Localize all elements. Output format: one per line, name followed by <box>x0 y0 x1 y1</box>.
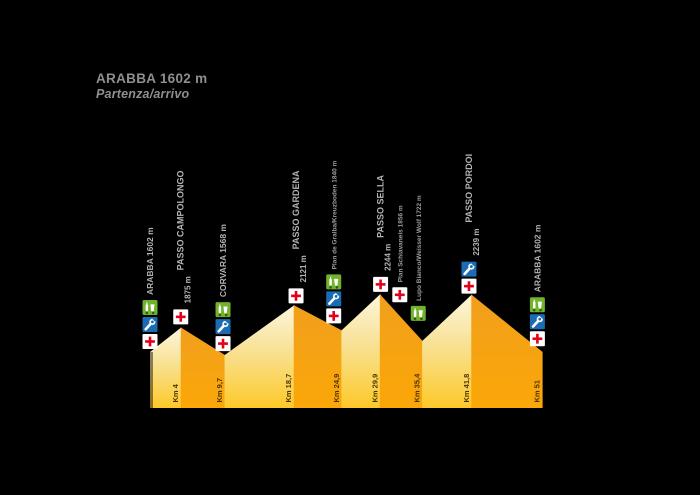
profile-segment-climb <box>150 327 182 408</box>
profile-segment-climb <box>224 305 295 408</box>
km-marker: Km 4 <box>171 383 180 402</box>
profile-start-edge-shadow <box>150 352 153 408</box>
station: 2121 m PASSO GARDENA <box>288 170 308 304</box>
station-label: ARABBA 1602 m <box>145 227 155 295</box>
station-altitude-label: 1875 m <box>184 276 193 303</box>
medical-assistance-icon <box>288 288 304 304</box>
title-block: ARABBA 1602 m Partenza/arrivo <box>96 71 207 101</box>
profile-segment-climb <box>422 294 472 408</box>
station: ARABBA 1602 m <box>529 224 545 347</box>
station-label: PASSO SELLA <box>376 175 386 238</box>
km-marker: Km 35,4 <box>413 373 422 403</box>
km-marker: Km 24,9 <box>332 374 341 403</box>
refreshment-station-icon <box>410 305 426 321</box>
station-label: PASSO CAMPOLONGO <box>176 171 186 271</box>
medical-assistance-icon <box>142 334 158 349</box>
station-label: Plan Schiavaneis 1856 m <box>397 205 404 282</box>
medical-assistance-icon <box>529 331 545 347</box>
medical-assistance-icon <box>373 276 389 292</box>
km-marker: Km 18,7 <box>284 374 293 403</box>
station: 1875 m PASSO CAMPOLONGO <box>173 171 193 325</box>
station-label: ARABBA 1602 m <box>533 224 543 292</box>
station-label: PASSO GARDENA <box>291 170 301 249</box>
mechanic-assistance-icon <box>326 291 342 307</box>
refreshment-station-icon <box>142 300 158 315</box>
medical-assistance-icon <box>173 309 189 325</box>
km-marker: Km 29,9 <box>370 374 379 403</box>
station: ARABBA 1602 m <box>142 227 158 349</box>
profile-title: ARABBA 1602 m <box>96 71 208 86</box>
medical-assistance-icon <box>326 308 342 324</box>
medical-assistance-icon <box>392 287 408 303</box>
medical-assistance-icon <box>215 336 231 352</box>
station: Plan de Gralba/Kreuzboden 1840 m <box>326 160 342 324</box>
profile-segment-descent <box>379 294 423 408</box>
station: CORVARA 1568 m <box>215 224 231 352</box>
profile-subtitle: Partenza/arrivo <box>96 86 190 101</box>
profile-segment-descent <box>180 327 226 408</box>
station-altitude-label: 2239 m <box>472 229 481 256</box>
station: Lupo Bianco/Weisser Wolf 1722 m <box>410 195 426 321</box>
km-marker: Km 9,7 <box>215 378 224 403</box>
profile-segment-climb <box>341 294 381 408</box>
station-label: CORVARA 1568 m <box>218 224 228 298</box>
station-altitude-label: 2244 m <box>384 244 393 271</box>
station-altitude-label: 2121 m <box>299 255 308 282</box>
refreshment-station-icon <box>529 297 545 313</box>
refreshment-station-icon <box>326 274 342 290</box>
station: Plan Schiavaneis 1856 m <box>392 205 408 303</box>
mechanic-assistance-icon <box>529 314 545 330</box>
station-label: Plan de Gralba/Kreuzboden 1840 m <box>331 160 338 269</box>
mechanic-assistance-icon <box>215 319 231 335</box>
km-marker: Km 41,8 <box>462 374 471 403</box>
refreshment-station-icon <box>215 302 231 318</box>
mechanic-assistance-icon <box>142 317 158 332</box>
profile-segment-descent <box>471 294 543 408</box>
km-marker: Km 51 <box>533 380 542 403</box>
station: 2239 m PASSO PORDOI <box>461 154 481 294</box>
mechanic-assistance-icon <box>461 261 477 277</box>
station: 2244 m PASSO SELLA <box>373 175 393 292</box>
medical-assistance-icon <box>461 278 477 294</box>
profile-segment-descent <box>293 305 342 408</box>
station-label: Lupo Bianco/Weisser Wolf 1722 m <box>416 195 423 301</box>
station-label: PASSO PORDOI <box>464 154 474 223</box>
